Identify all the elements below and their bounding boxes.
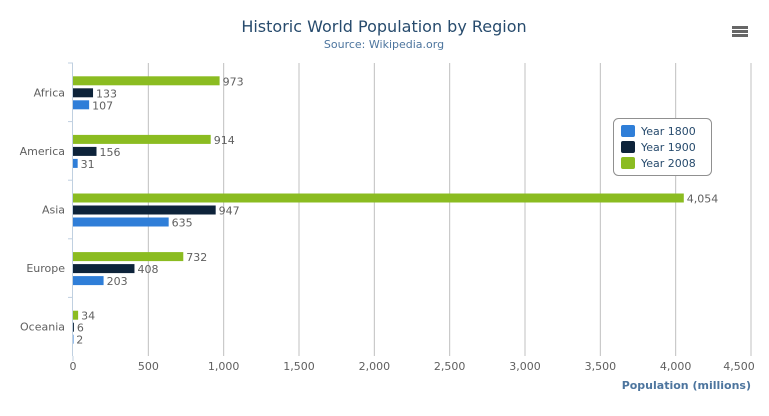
legend-item-swatch[interactable] bbox=[621, 141, 635, 153]
value-axis-title: Population (millions) bbox=[622, 379, 751, 392]
bar-year-1900 bbox=[73, 264, 135, 274]
x-tick-label: 500 bbox=[138, 360, 159, 373]
bar-year-2008 bbox=[73, 310, 79, 320]
x-tick-label: 3,500 bbox=[585, 360, 617, 373]
data-label: 107 bbox=[92, 99, 113, 112]
bar-year-1800 bbox=[73, 217, 169, 227]
data-label: 973 bbox=[223, 75, 244, 88]
bar-year-1900 bbox=[73, 322, 74, 332]
category-label: Europe bbox=[26, 262, 65, 275]
category-label: Africa bbox=[34, 86, 65, 99]
chart-title: Historic World Population by Region bbox=[241, 17, 526, 36]
x-tick-label: 3,000 bbox=[509, 360, 541, 373]
bar-year-1900 bbox=[73, 205, 216, 215]
data-label: 2 bbox=[76, 334, 83, 347]
data-label: 203 bbox=[107, 275, 128, 288]
data-label: 732 bbox=[186, 251, 207, 264]
hamburger-menu-icon bbox=[732, 26, 748, 29]
category-label: Asia bbox=[42, 204, 65, 217]
data-label: 914 bbox=[214, 134, 235, 147]
bar-year-1800 bbox=[73, 276, 104, 286]
bar-year-2008 bbox=[73, 134, 211, 144]
chart-subtitle: Source: Wikipedia.org bbox=[324, 38, 444, 51]
legend-item-swatch[interactable] bbox=[621, 125, 635, 137]
legend-item-year-1800[interactable]: Year 1800 bbox=[640, 125, 696, 138]
legend-item-swatch[interactable] bbox=[621, 157, 635, 169]
data-label: 947 bbox=[219, 205, 240, 218]
bar-year-1800 bbox=[73, 100, 90, 110]
x-tick-label: 1,500 bbox=[283, 360, 315, 373]
data-label: 635 bbox=[172, 217, 193, 230]
data-label: 6 bbox=[77, 322, 84, 335]
category-label: America bbox=[20, 145, 65, 158]
data-label: 31 bbox=[81, 158, 95, 171]
x-tick-label: 4,500 bbox=[723, 360, 755, 373]
bar-year-1800 bbox=[73, 158, 78, 168]
bar-year-1800 bbox=[73, 334, 74, 344]
menu-button[interactable] bbox=[732, 26, 748, 37]
data-label: 4,054 bbox=[687, 193, 719, 206]
legend bbox=[613, 118, 712, 176]
data-label: 133 bbox=[96, 87, 117, 100]
bar-year-2008 bbox=[73, 76, 220, 86]
x-tick-label: 1,000 bbox=[208, 360, 240, 373]
x-tick-label: 2,500 bbox=[434, 360, 466, 373]
hamburger-menu-icon bbox=[732, 34, 748, 37]
x-tick-label: 0 bbox=[70, 360, 77, 373]
category-label: Oceania bbox=[20, 321, 65, 334]
bar-year-2008 bbox=[73, 193, 684, 203]
bar-year-2008 bbox=[73, 252, 184, 262]
data-label: 408 bbox=[137, 263, 158, 276]
bar-year-1900 bbox=[73, 88, 94, 98]
x-tick-label: 2,000 bbox=[359, 360, 391, 373]
hamburger-menu-icon bbox=[732, 30, 748, 33]
x-tick-label: 4,000 bbox=[660, 360, 692, 373]
data-label: 34 bbox=[81, 310, 95, 323]
bar-year-1900 bbox=[73, 146, 97, 156]
legend-item-year-2008[interactable]: Year 2008 bbox=[640, 157, 696, 170]
data-label: 156 bbox=[100, 146, 121, 159]
legend-item-year-1900[interactable]: Year 1900 bbox=[640, 141, 696, 154]
